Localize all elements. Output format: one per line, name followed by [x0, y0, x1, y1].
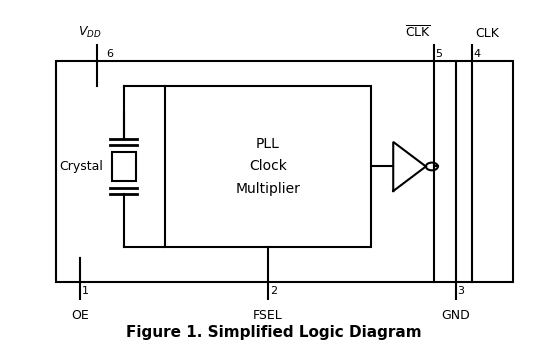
Text: 3: 3	[457, 286, 464, 296]
Bar	[56, 61, 513, 282]
Text: OE: OE	[72, 309, 89, 322]
Text: PLL: PLL	[256, 137, 280, 151]
Text: FSEL: FSEL	[253, 309, 283, 322]
Text: Crystal: Crystal	[60, 160, 103, 173]
Text: Multiplier: Multiplier	[236, 182, 300, 196]
Bar	[165, 86, 371, 247]
Text: Clock: Clock	[249, 159, 287, 173]
Text: 4: 4	[474, 49, 481, 59]
Text: $\overline{\rm CLK}$: $\overline{\rm CLK}$	[405, 24, 432, 40]
Bar	[112, 152, 136, 181]
Text: 6: 6	[107, 49, 113, 59]
Text: 5: 5	[435, 49, 443, 59]
Text: $V_{DD}$: $V_{DD}$	[78, 25, 102, 40]
Text: 2: 2	[270, 286, 277, 296]
Text: Figure 1. Simplified Logic Diagram: Figure 1. Simplified Logic Diagram	[126, 325, 421, 340]
Text: 1: 1	[82, 286, 89, 296]
Text: GND: GND	[441, 309, 470, 322]
Text: CLK: CLK	[475, 27, 499, 40]
